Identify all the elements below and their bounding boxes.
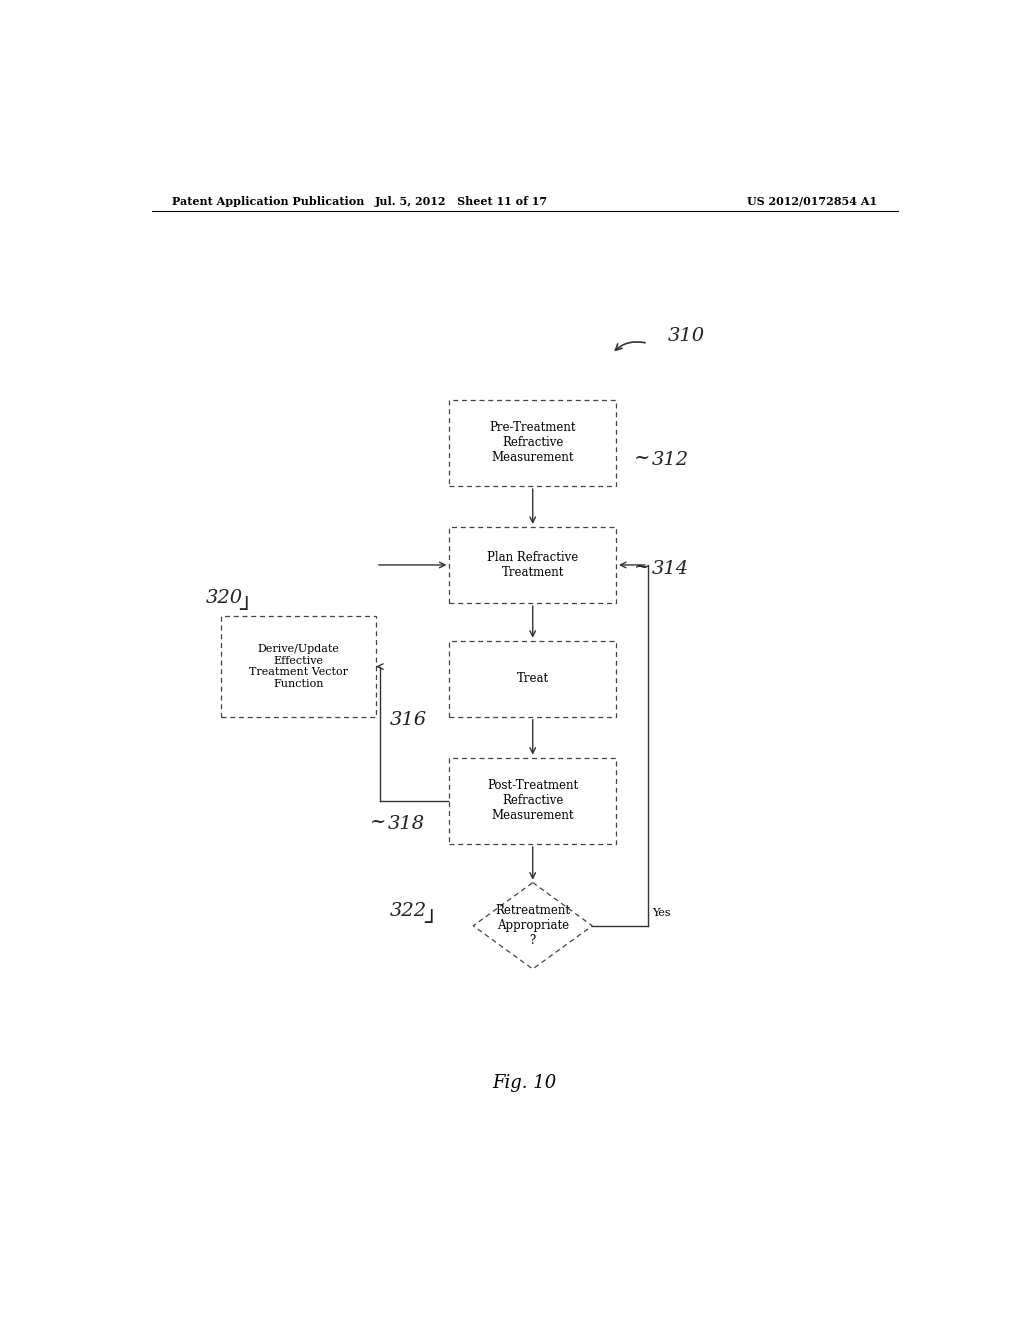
Text: Post-Treatment
Refractive
Measurement: Post-Treatment Refractive Measurement bbox=[487, 779, 579, 822]
Text: Retreatment
Appropriate
?: Retreatment Appropriate ? bbox=[496, 904, 570, 948]
Text: ┘: ┘ bbox=[424, 912, 437, 935]
FancyBboxPatch shape bbox=[450, 527, 616, 603]
Text: 320: 320 bbox=[206, 589, 243, 607]
Text: Jul. 5, 2012   Sheet 11 of 17: Jul. 5, 2012 Sheet 11 of 17 bbox=[375, 195, 548, 207]
Text: US 2012/0172854 A1: US 2012/0172854 A1 bbox=[748, 195, 878, 207]
Text: Pre-Treatment
Refractive
Measurement: Pre-Treatment Refractive Measurement bbox=[489, 421, 575, 465]
Text: Yes: Yes bbox=[652, 908, 671, 917]
Text: 318: 318 bbox=[387, 816, 425, 833]
Text: 310: 310 bbox=[668, 327, 705, 346]
Text: ~: ~ bbox=[370, 813, 386, 832]
Text: 316: 316 bbox=[390, 710, 427, 729]
Text: Fig. 10: Fig. 10 bbox=[493, 1074, 557, 1093]
FancyBboxPatch shape bbox=[221, 615, 376, 718]
Text: ~: ~ bbox=[634, 558, 650, 576]
Text: Treat: Treat bbox=[517, 672, 549, 685]
Text: Derive/Update
Effective
Treatment Vector
Function: Derive/Update Effective Treatment Vector… bbox=[249, 644, 348, 689]
Text: Patent Application Publication: Patent Application Publication bbox=[172, 195, 364, 207]
Text: Plan Refractive
Treatment: Plan Refractive Treatment bbox=[487, 550, 579, 579]
Text: ┘: ┘ bbox=[240, 599, 253, 622]
Text: 322: 322 bbox=[390, 902, 427, 920]
Text: 312: 312 bbox=[652, 451, 689, 470]
Polygon shape bbox=[473, 883, 592, 969]
FancyBboxPatch shape bbox=[450, 758, 616, 843]
Text: 314: 314 bbox=[652, 560, 689, 578]
FancyBboxPatch shape bbox=[450, 640, 616, 717]
Text: ~: ~ bbox=[634, 449, 650, 467]
FancyBboxPatch shape bbox=[450, 400, 616, 486]
